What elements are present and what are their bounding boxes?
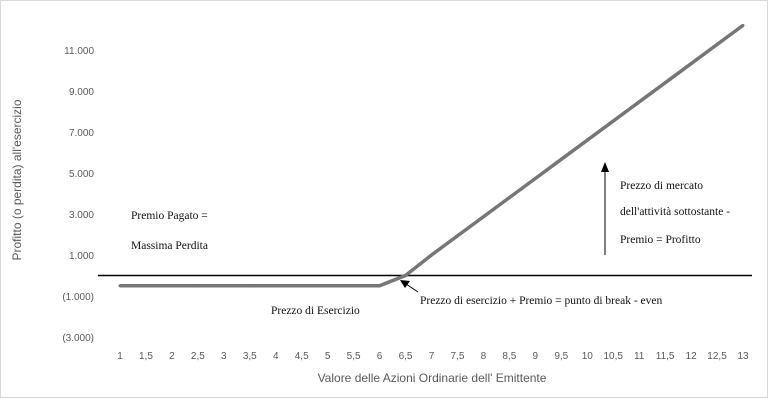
payoff-point [196,284,200,288]
x-tick-label: 12,5 [707,351,727,362]
payoff-point [507,196,511,200]
y-tick-label: 7.000 [69,128,94,139]
x-tick-label: 3,5 [243,351,257,362]
payoff-point [248,284,252,288]
x-tick-label: 10,5 [603,351,623,362]
x-tick-label: 9 [533,351,539,362]
payoff-point [533,176,537,180]
x-tick-label: 3 [221,351,227,362]
y-tick-label: 3.000 [69,210,94,221]
y-tick-label: 11.000 [64,46,94,57]
y-tick-label: 5.000 [69,169,94,180]
y-axis-label: Profitto (o perdita) all'esercizio [10,99,24,260]
annotation-break-even: Prezzo di esercizio + Premio = punto di … [420,295,663,307]
payoff-point [378,284,382,288]
payoff-point [170,284,174,288]
x-tick-label: 2,5 [191,351,205,362]
y-tick-label: (3.000) [62,333,94,344]
x-tick-label: 5,5 [347,351,361,362]
payoff-point [559,157,563,161]
break-even-arrow [400,280,419,293]
x-tick-label: 6 [377,351,383,362]
x-tick-label: 11 [634,351,645,362]
payoff-point [741,23,745,27]
x-tick-label: 8 [481,351,487,362]
x-tick-label: 2 [169,351,175,362]
payoff-point [430,253,433,257]
annotation-premio-line2: Massima Perdita [131,240,208,252]
x-tick-label: 9,5 [554,351,568,362]
payoff-point [611,119,615,123]
payoff-point [118,284,122,288]
payoff-point [585,138,589,142]
payoff-point [404,274,408,277]
x-tick-label: 13 [737,351,749,362]
payoff-point [481,215,485,219]
x-axis-ticks: 1 1,5 2 2,5 3 3,5 4 4,5 5 5,5 6 6,5 7 7,5 8 8,5 9 9,5 10 10… [117,351,749,362]
x-tick-label: 8,5 [502,351,516,362]
y-tick-label: (1.000) [62,292,94,303]
x-tick-label: 1,5 [139,351,153,362]
payoff-point [326,284,330,288]
x-tick-label: 11,5 [656,351,675,362]
payoff-point [352,284,356,288]
annotation-mercato-line1: Prezzo di mercato [620,180,703,192]
annotation-esercizio: Prezzo di Esercizio [271,305,360,317]
x-axis-label: Valore delle Azioni Ordinarie dell' Emit… [318,371,547,385]
x-tick-label: 7,5 [451,351,465,362]
payoff-point [689,62,693,66]
annotation-premio-line1: Premio Pagato = [131,210,208,222]
y-tick-label: 9.000 [69,87,94,98]
x-tick-label: 4 [273,351,279,362]
x-tick-label: 5 [325,351,331,362]
payoff-point [455,234,459,238]
x-tick-label: 7 [429,351,435,362]
payoff-points [118,23,745,288]
x-tick-label: 4,5 [295,351,309,362]
payoff-point [222,284,226,288]
y-tick-label: 1.000 [69,251,94,262]
payoff-point [300,284,304,288]
annotation-mercato-line3: Premio = Profitto [620,234,701,246]
x-tick-label: 12 [686,351,698,362]
profit-arrow [601,162,609,255]
payoff-point [715,43,719,47]
x-tick-label: 6,5 [399,351,413,362]
payoff-point [274,284,278,288]
payoff-point [663,81,667,85]
x-tick-label: 1 [117,351,123,362]
x-tick-label: 10 [582,351,594,362]
annotation-mercato-line2: dell'attività sottostante - [620,206,730,218]
payoff-point [144,284,148,288]
y-axis-ticks: (3.000) (1.000) 1.000 3.000 5.000 7.000 9.000 1… [62,46,94,344]
payoff-point [637,100,641,104]
